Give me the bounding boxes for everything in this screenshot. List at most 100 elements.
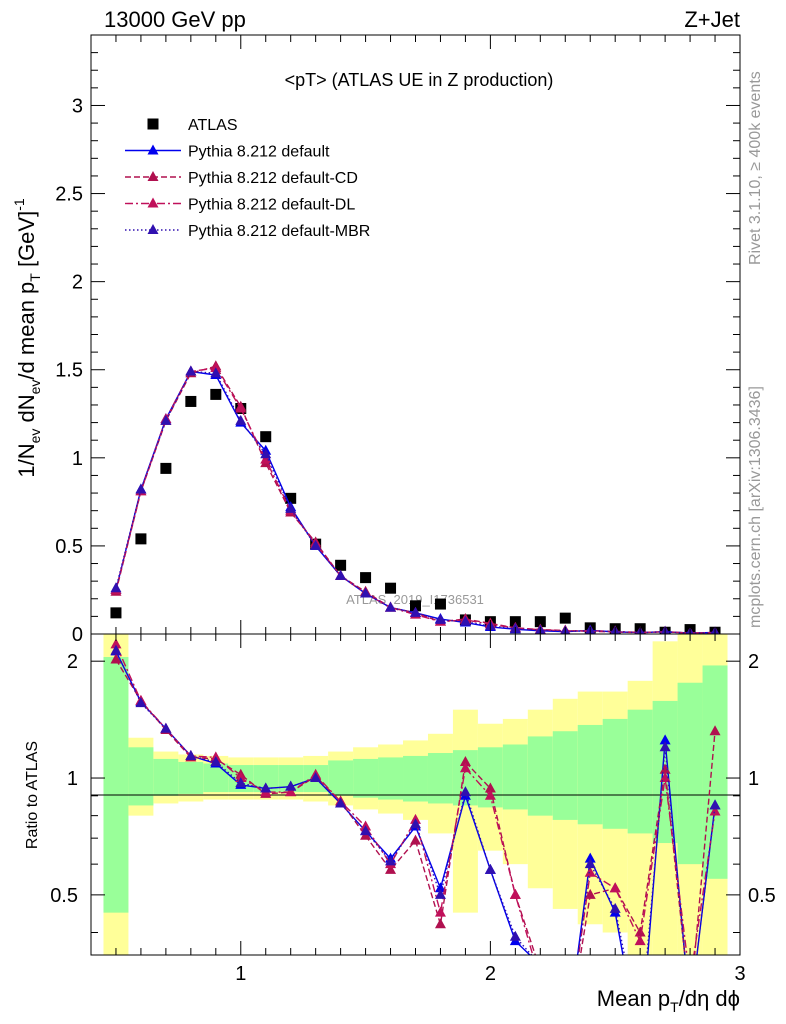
legend-marker	[147, 171, 159, 181]
ratio-point	[459, 786, 471, 797]
ratio-point	[609, 882, 621, 893]
ratio-point	[135, 697, 147, 708]
ratio-point	[509, 888, 521, 899]
ratio-point	[634, 935, 646, 946]
main-point	[360, 587, 372, 598]
main-point	[235, 402, 247, 413]
data-point	[160, 462, 172, 474]
ratio-y-tick-label: 1	[67, 768, 78, 790]
ratio-point	[709, 805, 721, 816]
ratio-band-inner	[153, 758, 179, 796]
main-y-tick-label: 0	[72, 624, 83, 646]
ratio-point	[210, 755, 222, 766]
ratio-point	[659, 734, 671, 745]
ratio-y-tick-label: 2	[67, 651, 78, 673]
main-point	[210, 361, 222, 372]
mcplots-source-label: mcplots.cern.ch [arXiv:1306.3436]	[747, 386, 764, 628]
main-y-tick-label: 0.5	[55, 536, 83, 558]
ratio-point	[110, 653, 122, 664]
main-point	[185, 365, 197, 376]
ratio-point	[385, 855, 397, 866]
data-point	[559, 612, 571, 624]
ratio-point	[709, 725, 721, 736]
ratio-band-inner	[602, 718, 628, 829]
main-point	[135, 483, 147, 494]
legend-marker	[147, 197, 159, 208]
main-point	[235, 414, 247, 425]
data-point	[210, 388, 222, 400]
main-y-tick-label: 1	[72, 448, 83, 470]
data-point	[185, 395, 197, 407]
main-point	[110, 582, 122, 593]
main-y-tick-label: 3	[72, 95, 83, 117]
data-point	[335, 559, 347, 571]
data-point	[509, 616, 521, 628]
ratio-panel: 1 2 3 0.5 0.5 1 1 2 2 Ratio to ATLAS Mean pT/dη …	[24, 633, 776, 1015]
ratio-band-inner	[353, 758, 379, 798]
ratio-band-inner	[702, 665, 728, 879]
ratio-plot-frame	[90, 633, 741, 956]
main-point	[160, 414, 172, 425]
main-panel: <pT> (ATLAS UE in Z production) ATLAS_20…	[11, 34, 741, 646]
main-point	[260, 453, 272, 464]
data-point	[260, 431, 272, 443]
ratio-point	[459, 762, 471, 773]
ratio-point	[484, 782, 496, 793]
rivet-version-label: Rivet 3.1.10, ≥ 400k events	[747, 71, 764, 265]
ratio-band-inner	[103, 657, 129, 913]
ratio-point	[360, 825, 372, 836]
ratio-point	[235, 777, 247, 788]
ratio-band-inner	[552, 731, 578, 820]
legend-marker	[147, 224, 159, 234]
ratio-point	[484, 789, 496, 800]
ratio-point	[659, 772, 671, 783]
legend-label: Pythia 8.212 default-DL	[188, 197, 355, 214]
ratio-point	[459, 755, 471, 766]
main-series-0	[110, 388, 721, 634]
legend-entry: Pythia 8.212 default-CD	[125, 170, 358, 187]
main-y-tick-label: 2	[72, 272, 83, 294]
ratio-band-inner	[677, 682, 703, 865]
ratio-point	[434, 906, 446, 917]
legend-label: ATLAS	[188, 117, 238, 134]
ratio-point	[410, 818, 421, 829]
ratio-point	[434, 918, 446, 929]
ratio-band-inner	[502, 744, 528, 810]
legend-marker	[147, 118, 159, 130]
ratio-point	[584, 858, 596, 869]
ratio-point	[584, 888, 596, 899]
ratio-point	[434, 882, 446, 893]
ratio-band-inner	[378, 757, 404, 800]
ratio-band-inner	[178, 761, 204, 794]
legend-entry: ATLAS	[147, 117, 238, 134]
legend-label: Pythia 8.212 default-CD	[188, 170, 358, 187]
ratio-point	[110, 638, 122, 649]
main-point	[285, 502, 297, 513]
ratio-band-inner	[427, 753, 453, 804]
ratio-point	[335, 797, 347, 808]
data-point	[434, 598, 446, 610]
main-point	[434, 613, 446, 624]
ratio-point	[285, 780, 297, 791]
ratio-band-inner	[203, 763, 229, 793]
ratio-point	[310, 772, 322, 783]
main-point	[210, 367, 222, 378]
ratio-point	[285, 786, 297, 797]
x-tick-label: 2	[485, 963, 496, 985]
ratio-point	[659, 741, 671, 752]
ratio-y-tick-label: 0.5	[50, 885, 78, 907]
ratio-point	[160, 722, 172, 733]
ratio-y-tick-label-right: 0.5	[748, 885, 776, 907]
legend: ATLAS Pythia 8.212 default Pythia 8.212 de…	[125, 117, 370, 240]
ratio-point	[484, 863, 496, 874]
main-point	[459, 615, 471, 626]
data-point	[385, 582, 397, 594]
ratio-point	[410, 834, 421, 845]
data-point	[285, 492, 297, 504]
header-energy-label: 13000 GeV pp	[104, 7, 246, 32]
legend-entry: Pythia 8.212 default-DL	[125, 197, 355, 214]
ratio-y-axis-label: Ratio to ATLAS	[24, 741, 41, 849]
ratio-point	[110, 644, 122, 655]
ratio-point	[260, 782, 272, 793]
